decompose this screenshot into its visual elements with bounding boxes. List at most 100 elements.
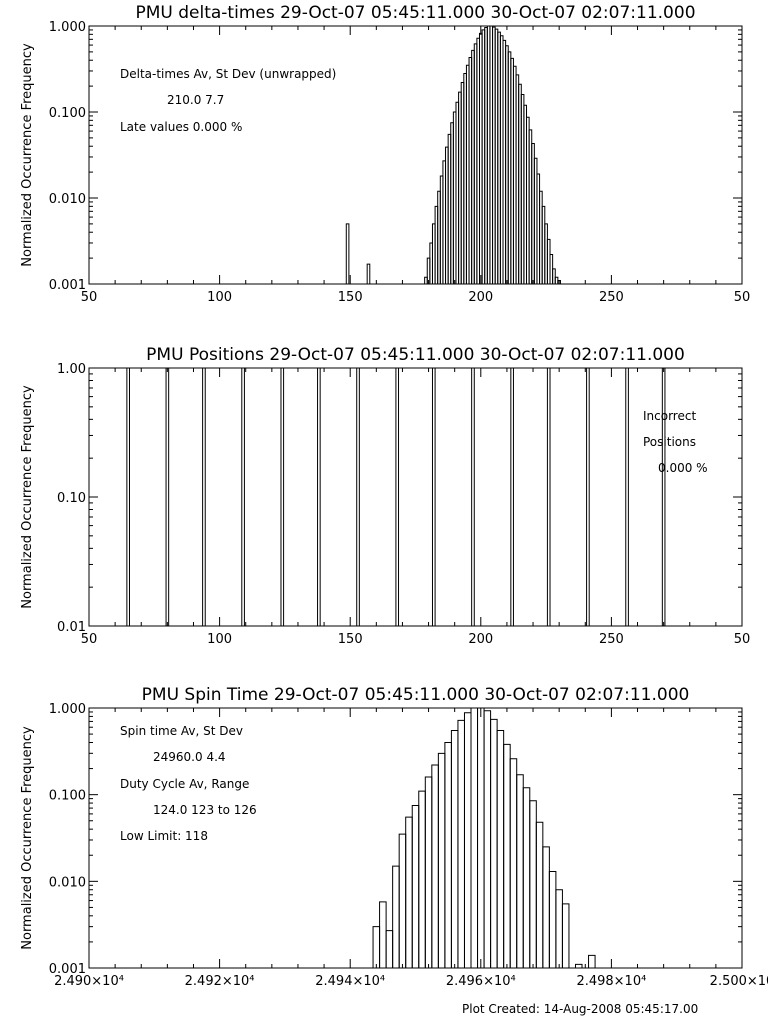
annotation-text: Delta-times Av, St Dev (unwrapped) — [120, 67, 336, 81]
histogram-bin — [548, 870, 557, 968]
histogram-bin — [463, 712, 472, 968]
y-axis-label: Normalized Occurrence Frequency — [20, 726, 35, 950]
histogram-bin — [535, 821, 544, 968]
x-tick-label: 50 — [81, 632, 98, 647]
position-spike — [241, 367, 245, 626]
histogram-bin — [477, 707, 485, 968]
position-spike — [395, 367, 400, 626]
y-tick-label: 0.010 — [49, 192, 86, 207]
histogram-bin — [411, 804, 420, 968]
chart-panel-1: PMU delta-times 29-Oct-07 05:45:11.000 3… — [20, 3, 750, 305]
x-tick-label: 2.498×10⁴ — [576, 974, 646, 989]
annotation-text: Incorrect — [643, 409, 696, 423]
annotation-text: 124.0 123 to 126 — [153, 803, 257, 817]
histogram-bin — [529, 800, 537, 968]
x-tick-label: 200 — [468, 632, 493, 647]
x-tick-label: 2.490×10⁴ — [54, 974, 124, 989]
histogram-bin — [450, 730, 459, 968]
y-tick-label: 1.000 — [49, 20, 86, 35]
x-tick-label: 50 — [734, 290, 751, 305]
histogram-bin — [557, 279, 561, 284]
y-tick-label: 0.01 — [57, 620, 86, 635]
histogram-bin — [503, 743, 511, 968]
y-axis-label: Normalized Occurrence Frequency — [20, 43, 35, 267]
histogram-bin — [437, 752, 446, 968]
y-tick-label: 0.001 — [49, 278, 86, 293]
position-spike — [356, 367, 360, 626]
x-tick-label: 2.500×10 — [710, 974, 768, 989]
histogram-bin — [366, 263, 371, 284]
y-tick-label: 1.000 — [49, 702, 86, 717]
histogram-bin — [457, 719, 465, 968]
y-tick-label: 0.100 — [49, 106, 86, 121]
histogram-bin — [483, 710, 492, 968]
histogram-bin — [345, 223, 350, 284]
x-tick-label: 2.494×10⁴ — [315, 974, 385, 989]
position-spike — [546, 367, 551, 626]
histogram-bin — [385, 930, 394, 968]
histogram-bin — [372, 926, 381, 968]
histogram-bin — [490, 718, 498, 968]
x-tick-label: 50 — [734, 632, 751, 647]
plot-frame — [88, 707, 743, 969]
x-tick-label: 150 — [338, 632, 363, 647]
histogram-bin — [496, 730, 505, 968]
histogram-bin — [444, 741, 452, 968]
chart-panel-3: PMU Spin Time 29-Oct-07 05:45:11.000 30-… — [20, 685, 768, 989]
position-spike — [317, 367, 321, 626]
x-tick-label: 150 — [338, 290, 363, 305]
histogram-bin — [522, 787, 531, 968]
y-axis-label: Normalized Occurrence Frequency — [20, 385, 35, 609]
position-spike — [471, 367, 475, 626]
x-tick-label: 100 — [207, 290, 232, 305]
y-tick-label: 0.10 — [57, 491, 86, 506]
annotation-text: 0.000 % — [658, 461, 708, 475]
y-tick-label: 0.001 — [49, 962, 86, 977]
position-spike — [625, 367, 629, 626]
position-spike — [586, 367, 590, 626]
histogram-bin — [379, 901, 387, 968]
histogram-bin — [509, 758, 518, 968]
annotation-text: 24960.0 4.4 — [153, 750, 226, 764]
annotation-text: 210.0 7.7 — [167, 93, 224, 107]
chart-title: PMU Spin Time 29-Oct-07 05:45:11.000 30-… — [142, 685, 690, 705]
plot-created-footer: Plot Created: 14-Aug-2008 05:45:17.00 — [462, 1002, 699, 1016]
histogram-bin — [424, 776, 433, 968]
histogram-bin — [588, 954, 596, 968]
plot-frame — [88, 367, 743, 627]
histogram-bin — [418, 790, 426, 968]
histogram-bin — [574, 963, 583, 968]
histogram-bin — [516, 774, 524, 968]
histogram-bin — [561, 903, 570, 968]
y-tick-label: 0.100 — [49, 789, 86, 804]
histogram-bin — [398, 833, 407, 968]
histogram-bin — [555, 889, 563, 968]
histogram-bin — [431, 764, 439, 968]
plot-frame — [88, 25, 743, 285]
chart-title: PMU Positions 29-Oct-07 05:45:11.000 30-… — [146, 345, 685, 365]
histogram-bin — [542, 846, 550, 968]
x-tick-label: 200 — [468, 290, 493, 305]
position-spike — [431, 367, 436, 626]
chart-panel-2: PMU Positions 29-Oct-07 05:45:11.000 30-… — [20, 345, 750, 647]
position-spike — [280, 367, 285, 626]
annotation-text: Late values 0.000 % — [120, 120, 242, 134]
position-spike — [126, 367, 130, 626]
x-tick-label: 50 — [81, 290, 98, 305]
histogram-bin — [392, 865, 400, 968]
x-tick-label: 2.496×10⁴ — [446, 974, 516, 989]
chart-title: PMU delta-times 29-Oct-07 05:45:11.000 3… — [135, 3, 695, 23]
x-tick-label: 2.492×10⁴ — [185, 974, 255, 989]
annotation-text: Duty Cycle Av, Range — [120, 777, 249, 791]
y-tick-label: 1.00 — [57, 362, 86, 377]
x-tick-label: 250 — [599, 632, 624, 647]
x-tick-label: 250 — [599, 290, 624, 305]
position-spike — [165, 367, 170, 626]
annotation-text: Positions — [643, 435, 696, 449]
position-spike — [661, 367, 666, 626]
annotation-text: Spin time Av, St Dev — [120, 724, 243, 738]
y-tick-label: 0.010 — [49, 875, 86, 890]
position-spike — [510, 367, 514, 626]
histogram-bin — [552, 268, 556, 284]
